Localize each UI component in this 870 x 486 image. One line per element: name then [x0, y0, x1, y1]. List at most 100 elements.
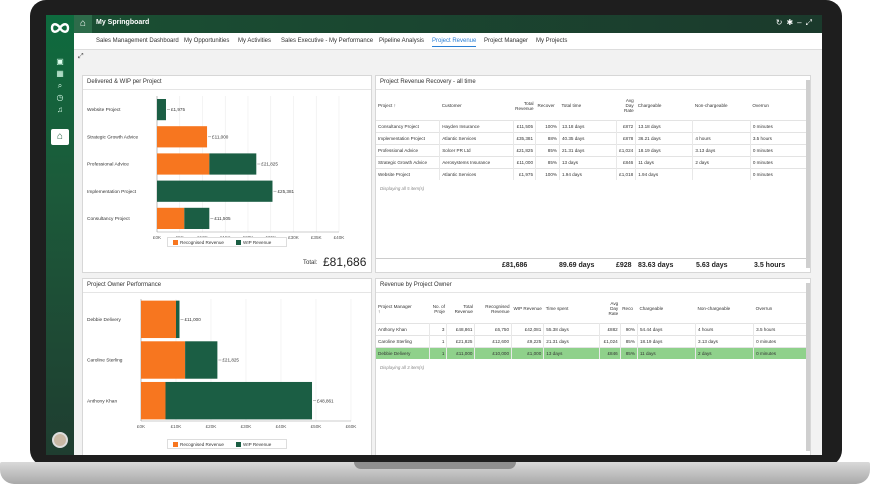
x-tick-label: £40K [276, 424, 288, 429]
tab-my-activities[interactable]: My Activities [238, 38, 272, 44]
table-cell: £11,000 [513, 155, 537, 168]
table-cell: 88% [535, 131, 560, 144]
bar-segment[interactable] [157, 153, 210, 175]
bar-segment[interactable] [185, 341, 218, 379]
bar-segment[interactable] [157, 207, 185, 230]
table-row[interactable]: Debbie Delivery 1 £11,000 £10,000 £1,000 13 d… [376, 346, 808, 359]
bar-segment[interactable] [141, 381, 166, 420]
table1-scrollbar[interactable] [806, 80, 810, 268]
refresh-icon[interactable]: ↻ [775, 18, 787, 27]
legend-item-wip[interactable]: WIP Revenue [236, 442, 271, 448]
home-icon[interactable]: ⌂ [51, 129, 69, 145]
x-tick-label: £20K [206, 424, 218, 429]
data-label: £21,825 [261, 162, 278, 167]
col-header-recovery[interactable]: Reco [622, 306, 633, 312]
bar-segment[interactable] [165, 381, 313, 420]
col-header-non-chargeable[interactable]: Non-chargeable [697, 306, 731, 312]
col-header-total-revenue[interactable]: Total Revenue [454, 303, 473, 314]
springboard-logo-icon [50, 23, 70, 33]
col-header-avg-day-rate[interactable]: Avg Day Rate [608, 301, 619, 317]
data-label: £21,825 [222, 358, 239, 363]
table-row[interactable]: Caroline Sterling 1 £21,825 £12,600 £9,225 21… [376, 334, 808, 347]
table-cell: £11,505 [513, 119, 537, 132]
col-header-chargeable[interactable]: Chargeable [639, 306, 664, 312]
table-cell: 1.94 days [635, 167, 694, 180]
gear-icon[interactable]: ✱ [786, 18, 798, 27]
col-header-project[interactable]: Project ↑ [378, 103, 396, 109]
table-cell: 3.5 hours [750, 131, 809, 144]
table-row[interactable]: Professional Advice Solcer PR Ltd £21,825 8… [376, 143, 809, 156]
tab-pipeline-analysis[interactable]: Pipeline Analysis [379, 38, 425, 44]
grid-icon[interactable]: ▦ [56, 69, 64, 78]
table-row[interactable]: Anthony Khan 3 £48,861 £6,750 £42,081 55.38 d… [376, 322, 808, 335]
home-button[interactable]: ⌂ [74, 15, 92, 33]
bar-segment[interactable] [157, 180, 273, 202]
table-cell: £42,081 [511, 322, 545, 335]
table1-item-count: Displaying all 5 item(s) [380, 186, 425, 191]
table-row[interactable]: Website Project Atlantic Services £1,975 10… [376, 167, 809, 180]
table2-scrollbar[interactable] [806, 283, 810, 451]
table-cell: 3.13 days [695, 334, 755, 347]
tab-sales-management-dashboard[interactable]: Sales Management Dashboard [96, 38, 179, 44]
chart2-legend: Recognised Revenue WIP Revenue [167, 439, 287, 449]
bar-segment[interactable] [157, 98, 166, 121]
table-cell: Atlantic Services [439, 131, 514, 144]
bar-segment[interactable] [184, 207, 210, 230]
col-header-non-chargeable[interactable]: Non-chargeable [694, 103, 728, 109]
table-cell: £1,024 [616, 143, 637, 156]
col-header-customer[interactable]: Customer [441, 103, 462, 109]
col-header-total-time[interactable]: Total time [561, 103, 582, 109]
bar-segment[interactable] [157, 126, 208, 148]
col-header-overrun[interactable]: Overrun [752, 103, 769, 109]
table-cell: 18.19 days [635, 143, 694, 156]
table-cell: £12,600 [474, 334, 513, 347]
col-header-wip-revenue[interactable]: WIP Revenue [513, 306, 542, 312]
col-header-recognised-revenue[interactable]: Recognised Revenue [485, 303, 510, 314]
search-icon[interactable]: ⌕ [57, 81, 63, 90]
tab-my-opportunities[interactable]: My Opportunities [184, 38, 230, 44]
window-icon[interactable]: ▣ [56, 57, 64, 66]
expand-icon[interactable]: ⤢ [805, 18, 816, 27]
table-cell: 18.19 days [637, 334, 697, 347]
bar-segment[interactable] [141, 341, 186, 379]
table-row[interactable]: Implementation Project Atlantic Services £… [376, 131, 809, 144]
col-header-avg-day-rate[interactable]: Avg Day Rate [624, 98, 634, 114]
table-cell: Atlantic Services [439, 167, 514, 180]
table-row[interactable]: Consultancy Project Hayden Insurance £11,5… [376, 119, 809, 132]
table-cell: 100% [535, 167, 560, 180]
owner-performance-chart: £0K £10K £20K £30K £40K £50K £60K Debbie Delive… [87, 299, 357, 429]
legend-item-recognised[interactable]: Recognised Revenue [173, 442, 224, 448]
col-header-no-of-projects[interactable]: No. of Proje [432, 303, 445, 314]
col-header-recover[interactable]: Recover [537, 103, 555, 109]
bar-segment[interactable] [141, 300, 176, 339]
legend-item-wip[interactable]: WIP Revenue [236, 240, 271, 246]
col-header-total-revenue[interactable]: Total Revenue [515, 100, 534, 111]
bar-segment[interactable] [209, 153, 257, 175]
col-header-project-manager[interactable]: Project Manager ↑ [378, 303, 412, 314]
x-tick-label: £0K [153, 235, 162, 240]
bell-icon[interactable]: ♫ [57, 105, 63, 114]
bar-segment[interactable] [176, 300, 180, 339]
legend-swatch [236, 442, 241, 448]
table-row[interactable]: Strategic Growth Advice Aerosystems Insur… [376, 155, 809, 168]
total-revenue-sum: £81,686 [502, 262, 528, 269]
resize-icon[interactable]: ⤢ [78, 53, 84, 60]
tab-sales-executive-performance[interactable]: Sales Executive - My Performance [281, 38, 374, 44]
avatar[interactable] [52, 432, 68, 448]
x-tick-label: £0K [137, 424, 146, 429]
clock-icon[interactable]: ◷ [56, 93, 64, 102]
overrun-sum: 3.5 hours [754, 262, 786, 269]
table-cell: 2 days [692, 155, 751, 168]
tab-project-manager[interactable]: Project Manager [484, 38, 529, 44]
col-header-time-spent[interactable]: Time spent [545, 306, 569, 312]
sort-up-icon[interactable]: ↑ [393, 103, 396, 109]
tab-my-projects[interactable]: My Projects [536, 38, 568, 44]
tab-project-revenue[interactable]: Project Revenue [432, 38, 477, 47]
col-header-overrun[interactable]: Overrun [755, 306, 773, 312]
legend-item-recognised[interactable]: Recognised Revenue [173, 240, 224, 246]
table-cell: Anthony Khan [376, 322, 431, 335]
col-header-chargeable[interactable]: Chargeable [637, 103, 662, 109]
category-label: Strategic Growth Advice [87, 134, 139, 140]
minimize-icon[interactable]: – [797, 18, 806, 27]
sort-up-icon[interactable]: ↑ [378, 308, 381, 314]
